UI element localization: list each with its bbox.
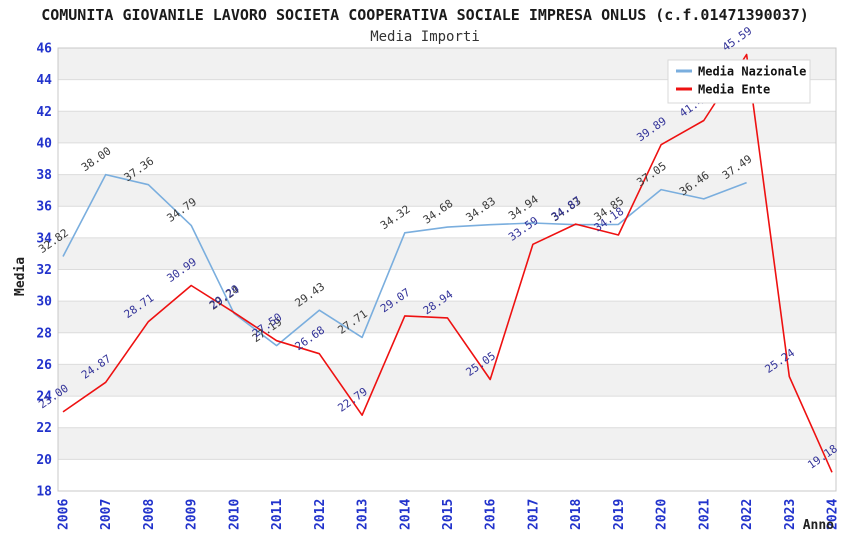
y-tick-label: 46 [36, 42, 52, 57]
y-tick-label: 28 [36, 326, 52, 341]
x-tick-label: 2019 [612, 499, 627, 530]
y-tick-label: 36 [36, 200, 52, 215]
x-tick-label: 2017 [526, 499, 541, 530]
plot-band [58, 364, 836, 397]
y-tick-label: 22 [36, 421, 52, 436]
x-tick-label: 2013 [356, 499, 371, 530]
y-tick-label: 18 [36, 485, 52, 500]
x-tick-label: 2008 [142, 499, 157, 530]
x-tick-label: 2006 [57, 499, 72, 530]
x-tick-label: 2021 [697, 499, 712, 530]
plot-band [58, 111, 836, 143]
plot-band [58, 174, 836, 207]
x-tick-label: 2022 [740, 499, 755, 530]
x-axis-title: Anno [803, 518, 834, 533]
plot-band [58, 269, 836, 302]
chart-subtitle: Media Importi [370, 29, 480, 45]
x-tick-label: 2020 [655, 499, 670, 530]
y-tick-label: 44 [36, 73, 52, 88]
plot-border [57, 47, 837, 492]
y-tick-label: 32 [36, 263, 52, 278]
legend-item-media-ente: Media Ente [676, 83, 770, 97]
x-tick-label: 2007 [99, 499, 114, 530]
plot-band [58, 332, 836, 365]
x-tick-label: 2016 [484, 499, 499, 530]
chart-title: COMUNITA GIOVANILE LAVORO SOCIETA COOPER… [41, 6, 809, 24]
plot-band [58, 396, 836, 428]
x-tick-label: 2014 [398, 499, 413, 530]
x-tick-label: 2009 [185, 499, 200, 530]
x-tick-label: 2023 [783, 499, 798, 530]
y-tick-label: 38 [36, 168, 52, 183]
x-tick-label: 2010 [227, 499, 242, 530]
x-tick-label: 2012 [313, 499, 328, 530]
y-tick-label: 30 [36, 295, 52, 310]
series-line-media-nazionale [62, 173, 747, 347]
y-tick-label: 26 [36, 358, 52, 373]
y-tick-label: 34 [36, 231, 52, 246]
legend-item-label: Media Ente [698, 83, 770, 97]
plot-band [58, 142, 836, 175]
y-tick-label: 42 [36, 105, 52, 120]
plot-band [58, 459, 836, 491]
plot-band [58, 301, 836, 333]
plot-band [58, 427, 836, 460]
y-axis-title: Media [13, 257, 28, 296]
legend: Media Nazionale Media Ente [667, 59, 811, 104]
x-tick-label: 2018 [569, 499, 584, 530]
x-tick-label: 2015 [441, 499, 456, 530]
legend-item-media-nazionale: Media Nazionale [676, 65, 806, 79]
plot-band [58, 237, 836, 270]
x-tick-label: 2024 [826, 499, 841, 530]
legend-box [667, 59, 811, 104]
legend-item-label: Media Nazionale [698, 65, 806, 79]
series-line-media-ente [62, 53, 833, 473]
x-tick-label: 2011 [270, 499, 285, 530]
y-tick-label: 40 [36, 136, 52, 151]
y-tick-label: 20 [36, 453, 52, 468]
y-tick-label: 24 [36, 390, 52, 405]
